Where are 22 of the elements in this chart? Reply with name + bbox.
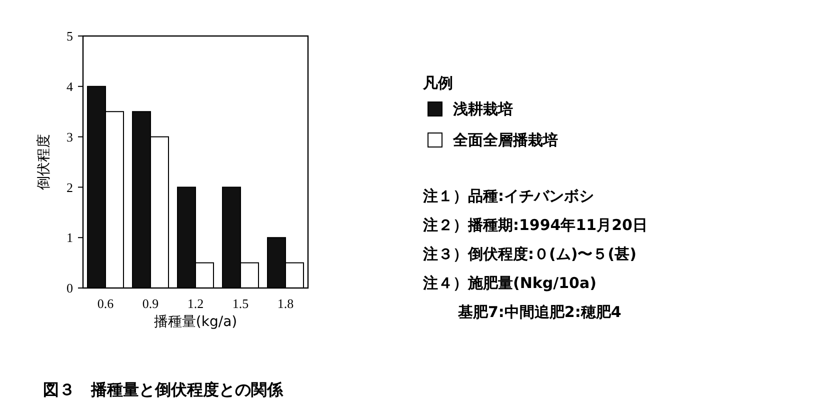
y-tick-label: 2 [66,180,73,195]
text: 注１）品種:イチバンボシ [422,187,594,205]
legend-label: 浅耕栽培 [452,100,513,118]
text: 基肥7:中間追肥2:穂肥4 [457,303,622,321]
legend-label: 全面全層播栽培 [452,131,558,149]
x-tick-label: 1.8 [277,296,294,311]
x-tick-label: 0.6 [97,296,114,311]
y-tick-label: 0 [66,280,73,296]
x-axis-title: 播種量(kg/a) [154,314,238,330]
text: 注２）播種期:1994年11月20日 [422,216,648,234]
x-tick-label: 0.9 [142,296,159,311]
y-tick-label: 3 [66,129,73,144]
x-tick-label: 1.2 [187,296,204,311]
y-tick-label: 1 [66,230,73,246]
x-tick-label: 1.5 [232,296,249,311]
text: 注４）施肥量(Nkg/10a) [422,274,596,292]
y-axis-title: 倒伏程度 [36,134,52,190]
text: 注３）倒伏程度:０(ム)〜５(甚) [422,245,636,263]
y-tick-label: 5 [66,28,73,44]
y-tick-label: 4 [66,78,74,94]
text: 図３ 播種量と倒伏程度との関係 [43,380,284,399]
legend-title: 凡例 [422,74,453,92]
